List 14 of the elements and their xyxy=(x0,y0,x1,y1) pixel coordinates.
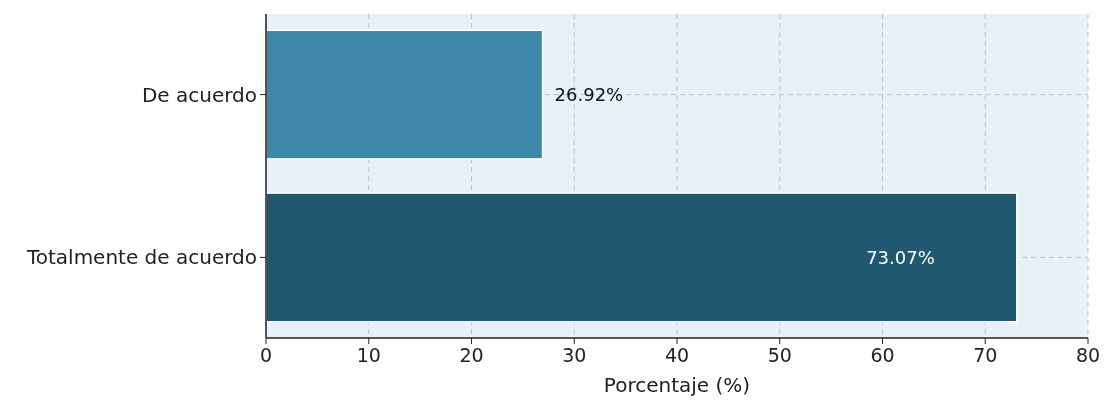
data-label: 73.07% xyxy=(866,246,935,268)
x-tick-label: 30 xyxy=(562,344,587,366)
x-tick-label: 20 xyxy=(459,344,484,366)
x-axis-title: Porcentaje (%) xyxy=(603,373,751,397)
y-tick-label: De acuerdo xyxy=(141,82,257,107)
x-tick-label: 70 xyxy=(973,344,998,366)
x-tick-label: 80 xyxy=(1075,344,1101,366)
y-tick-label: Totalmente de acuerdo xyxy=(25,245,257,270)
x-tick-label: 50 xyxy=(767,344,792,366)
x-tick-label: 0 xyxy=(259,344,273,366)
x-tick-label: 10 xyxy=(356,344,381,366)
data-label: 26.92% xyxy=(554,83,624,105)
x-tick-label: 40 xyxy=(664,344,690,366)
x-tick-label: 60 xyxy=(870,344,895,366)
